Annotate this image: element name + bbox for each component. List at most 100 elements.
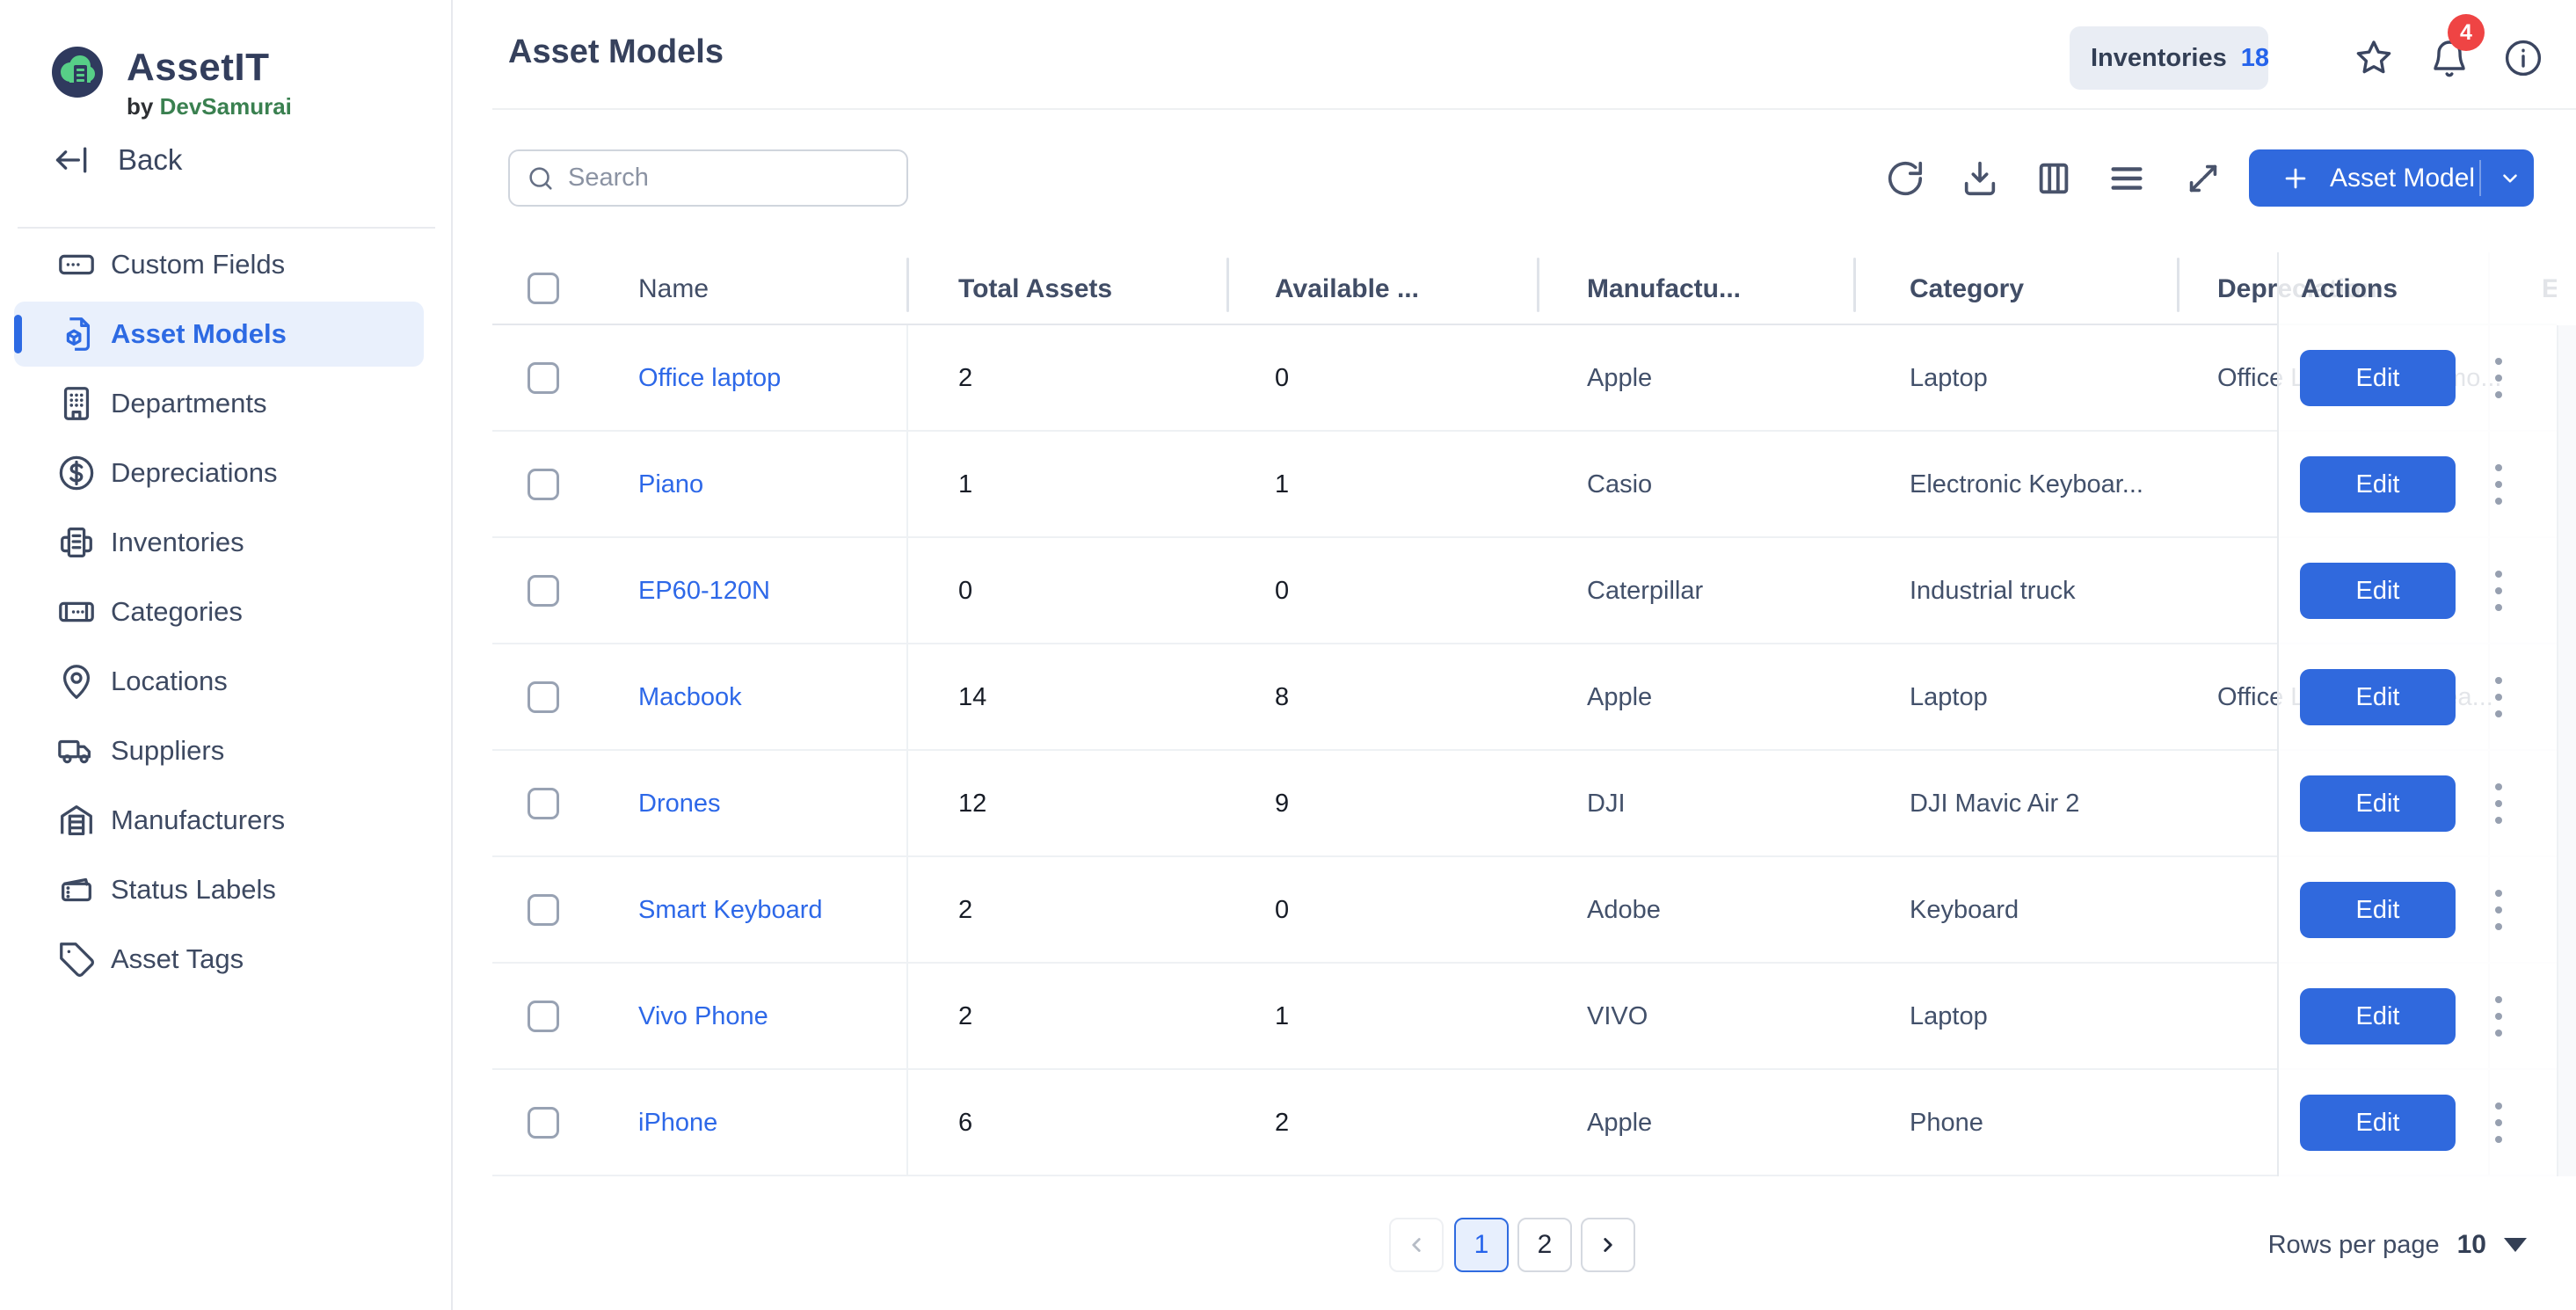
row-menu-kebab-icon[interactable] (2481, 1095, 2516, 1151)
edit-button[interactable]: Edit (2300, 882, 2456, 938)
page-title: Asset Models (508, 33, 724, 70)
edit-button[interactable]: Edit (2300, 1095, 2456, 1151)
row-checkbox[interactable] (528, 788, 559, 819)
asset-model-name-link[interactable]: Vivo Phone (638, 1002, 768, 1030)
row-checkbox[interactable] (528, 894, 559, 926)
available-assets-cell: 1 (1275, 470, 1290, 499)
columns-icon[interactable] (2034, 158, 2074, 199)
sidebar-item-label: Locations (111, 666, 228, 696)
row-menu-kebab-icon[interactable] (2481, 563, 2516, 619)
select-all-checkbox[interactable] (528, 273, 559, 304)
rows-per-page-value[interactable]: 10 (2456, 1230, 2486, 1259)
asset-model-name-link[interactable]: EP60-120N (638, 577, 770, 605)
sidebar-item-label: Status Labels (111, 874, 276, 905)
sidebar-item-status-labels[interactable]: Status Labels (14, 857, 424, 922)
column-resize-handle[interactable] (906, 258, 909, 312)
total-assets-cell: 2 (958, 364, 973, 392)
column-header-available[interactable]: Available ... (1275, 274, 1419, 303)
back-label: Back (118, 143, 183, 176)
edit-button[interactable]: Edit (2300, 563, 2456, 619)
sidebar-item-label: Inventories (111, 527, 244, 557)
pagination-prev-button[interactable] (1389, 1218, 1444, 1272)
edit-button[interactable]: Edit (2300, 669, 2456, 725)
brand-company: DevSamurai (159, 93, 292, 120)
search-input[interactable] (568, 164, 891, 193)
column-header-actions: Actions (2301, 274, 2398, 303)
sidebar-item-inventories[interactable]: Inventories (14, 510, 424, 575)
sidebar-item-custom-fields[interactable]: Custom Fields (14, 232, 424, 297)
row-checkbox[interactable] (528, 575, 559, 607)
departments-icon (56, 383, 97, 424)
edit-button[interactable]: Edit (2300, 988, 2456, 1044)
sidebar-item-asset-tags[interactable]: Asset Tags (14, 927, 424, 992)
row-checkbox[interactable] (528, 1001, 559, 1032)
sidebar-item-label: Custom Fields (111, 249, 286, 280)
column-resize-handle[interactable] (1853, 258, 1856, 312)
column-header-category[interactable]: Category (1910, 274, 2025, 303)
category-cell: Electronic Keyboar... (1910, 470, 2143, 499)
arrow-left-to-line-icon (55, 147, 87, 173)
row-menu-kebab-icon[interactable] (2481, 669, 2516, 725)
row-menu-kebab-icon[interactable] (2481, 775, 2516, 832)
context-switcher[interactable]: Inventories 18 (2070, 26, 2269, 90)
download-icon[interactable] (1960, 158, 2000, 199)
chevron-down-icon[interactable] (2499, 167, 2521, 190)
add-asset-model-button[interactable]: Asset Model (2249, 149, 2534, 207)
asset-model-name-link[interactable]: Office laptop (638, 364, 782, 392)
pagination-next-button[interactable] (1581, 1218, 1635, 1272)
asset-model-name-link[interactable]: Piano (638, 470, 704, 499)
column-resize-handle[interactable] (2177, 258, 2179, 312)
sidebar-item-suppliers[interactable]: Suppliers (14, 718, 424, 783)
sidebar-item-locations[interactable]: Locations (14, 649, 424, 714)
edit-button[interactable]: Edit (2300, 456, 2456, 513)
manufacturer-cell: Apple (1587, 364, 1653, 392)
refresh-icon[interactable] (1885, 158, 1925, 199)
category-cell: Laptop (1910, 1002, 1988, 1030)
row-density-icon[interactable] (2107, 158, 2147, 199)
row-menu-kebab-icon[interactable] (2481, 350, 2516, 406)
column-resize-handle[interactable] (1226, 258, 1229, 312)
row-checkbox[interactable] (528, 362, 559, 394)
expand-icon[interactable] (2183, 158, 2223, 199)
favorite-star-icon[interactable] (2353, 37, 2395, 79)
info-icon[interactable] (2502, 37, 2544, 79)
edit-button[interactable]: Edit (2300, 775, 2456, 832)
column-header-manufacturer[interactable]: Manufactu... (1587, 274, 1742, 303)
context-count: 18 (2240, 43, 2269, 72)
asset-model-name-link[interactable]: Macbook (638, 683, 742, 711)
manufacturer-cell: Apple (1587, 683, 1653, 711)
table-scrollbar-track[interactable] (2557, 325, 2576, 1176)
caret-down-icon[interactable] (2504, 1238, 2527, 1252)
pagination-page-1[interactable]: 1 (1454, 1218, 1509, 1272)
available-assets-cell: 0 (1275, 577, 1290, 605)
asset-model-name-link[interactable]: Drones (638, 790, 721, 818)
row-checkbox[interactable] (528, 681, 559, 713)
sidebar-item-asset-models[interactable]: Asset Models (14, 302, 424, 367)
column-header-name[interactable]: Name (638, 274, 709, 303)
asset-model-name-link[interactable]: Smart Keyboard (638, 896, 823, 924)
sidebar-item-manufacturers[interactable]: Manufacturers (14, 788, 424, 853)
row-menu-kebab-icon[interactable] (2481, 882, 2516, 938)
asset-model-name-link[interactable]: iPhone (638, 1109, 718, 1137)
row-menu-kebab-icon[interactable] (2481, 456, 2516, 513)
pagination-page-2[interactable]: 2 (1517, 1218, 1572, 1272)
edit-button[interactable]: Edit (2300, 350, 2456, 406)
add-button-label: Asset Model (2330, 163, 2476, 193)
manufacturer-cell: Apple (1587, 1109, 1653, 1137)
column-resize-handle[interactable] (1537, 258, 1539, 312)
sidebar-item-categories[interactable]: Categories (14, 579, 424, 644)
row-menu-kebab-icon[interactable] (2481, 988, 2516, 1044)
sidebar-item-label: Manufacturers (111, 804, 286, 835)
sidebar-item-departments[interactable]: Departments (14, 371, 424, 436)
available-assets-cell: 9 (1275, 790, 1290, 818)
row-checkbox[interactable] (528, 469, 559, 500)
sidebar-item-depreciations[interactable]: Depreciations (14, 440, 424, 506)
manufacturer-cell: Caterpillar (1587, 577, 1704, 605)
row-checkbox[interactable] (528, 1107, 559, 1139)
total-assets-cell: 12 (958, 790, 987, 818)
back-button[interactable]: Back (53, 141, 182, 179)
chevron-right-icon (1604, 1238, 1612, 1252)
manufacturer-cell: DJI (1587, 790, 1626, 818)
column-header-total-assets[interactable]: Total Assets (958, 274, 1113, 303)
